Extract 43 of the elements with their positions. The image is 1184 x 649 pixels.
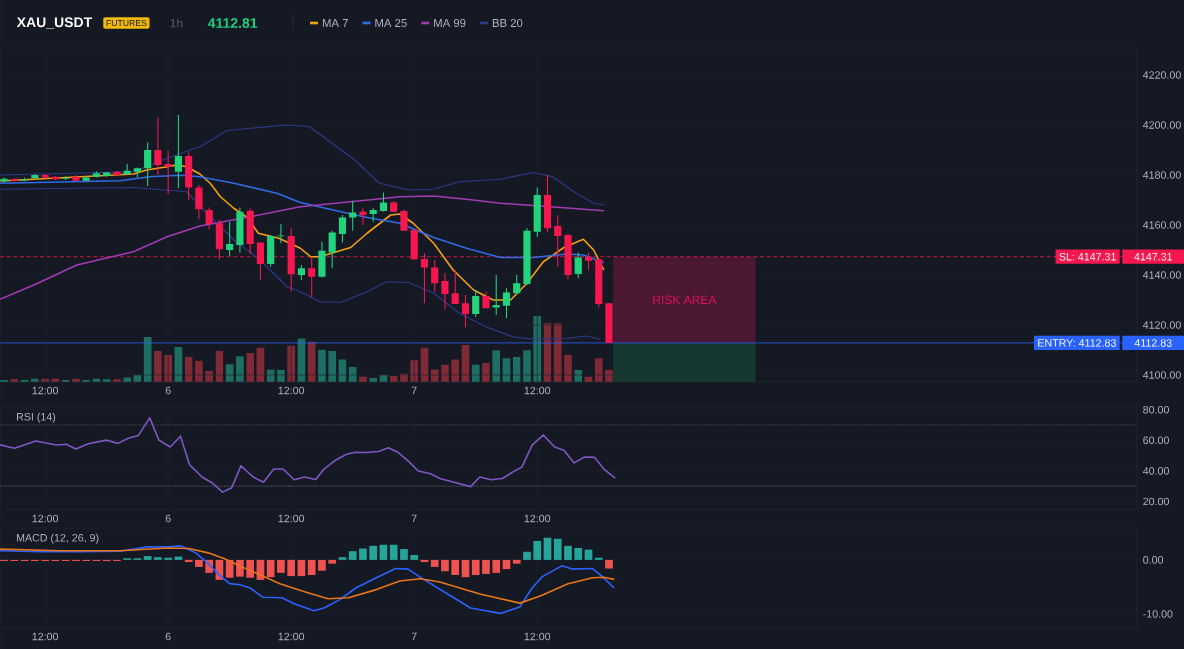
legend-label: MA 25	[375, 18, 407, 27]
y-tick-label: -10.00	[1143, 610, 1173, 618]
y-tick-label: 4200.00	[1142, 121, 1181, 129]
band-label: RISK AREA	[653, 295, 717, 305]
x-tick-label: 12:00	[278, 514, 305, 523]
x-tick-label: 12:00	[32, 386, 59, 395]
x-tick-label: 6	[165, 386, 171, 395]
x-tick-label: 12:00	[524, 386, 551, 395]
y-tick-label: 80.00	[1143, 405, 1169, 414]
text: FUTURES	[106, 19, 147, 27]
ref-line-label: SL: 4147.31	[1059, 252, 1116, 261]
legend-label: MA 7	[322, 19, 348, 27]
text: RSI (14)	[16, 412, 56, 423]
x-tick-label: 7	[411, 632, 417, 641]
y-tick-label: 4100.00	[1142, 371, 1181, 379]
y-tick-label: 4140.00	[1142, 271, 1181, 279]
y-tick-label: 4180.00	[1142, 171, 1181, 179]
x-tick-label: 12:00	[524, 632, 551, 641]
ref-line-label: ENTRY: 4112.83	[1038, 339, 1116, 347]
x-tick-label: 6	[165, 514, 171, 523]
x-tick-label: 7	[411, 386, 417, 395]
y-tick-label: 60.00	[1143, 436, 1169, 445]
y-tick-label: 4220.00	[1142, 71, 1181, 79]
y-tick-label: 20.00	[1143, 497, 1169, 506]
x-tick-label: 7	[411, 514, 417, 523]
y-tick-label: 4120.00	[1142, 321, 1181, 329]
x-tick-label: 12:00	[524, 514, 551, 523]
legend-label: MA 99	[434, 18, 466, 27]
chart-title: XAU_USDT	[16, 17, 92, 29]
x-tick-label: 12:00	[278, 386, 305, 395]
y-tick-label: 4160.00	[1142, 221, 1181, 229]
x-tick-label: 12:00	[32, 514, 59, 523]
annotation: 4147.31	[1134, 252, 1173, 261]
x-tick-label: 6	[165, 632, 171, 641]
text: MACD (12, 26, 9)	[16, 533, 99, 544]
x-tick-label: 12:00	[32, 632, 59, 641]
x-tick-label: 12:00	[278, 632, 305, 641]
y-tick-label: 0.00	[1143, 556, 1164, 564]
text: 4112.81	[207, 18, 258, 28]
y-tick-label: 40.00	[1142, 467, 1169, 475]
annotation: 4112.83	[1134, 339, 1172, 347]
text: 1h	[170, 18, 183, 28]
legend-label: BB 20	[492, 18, 523, 27]
